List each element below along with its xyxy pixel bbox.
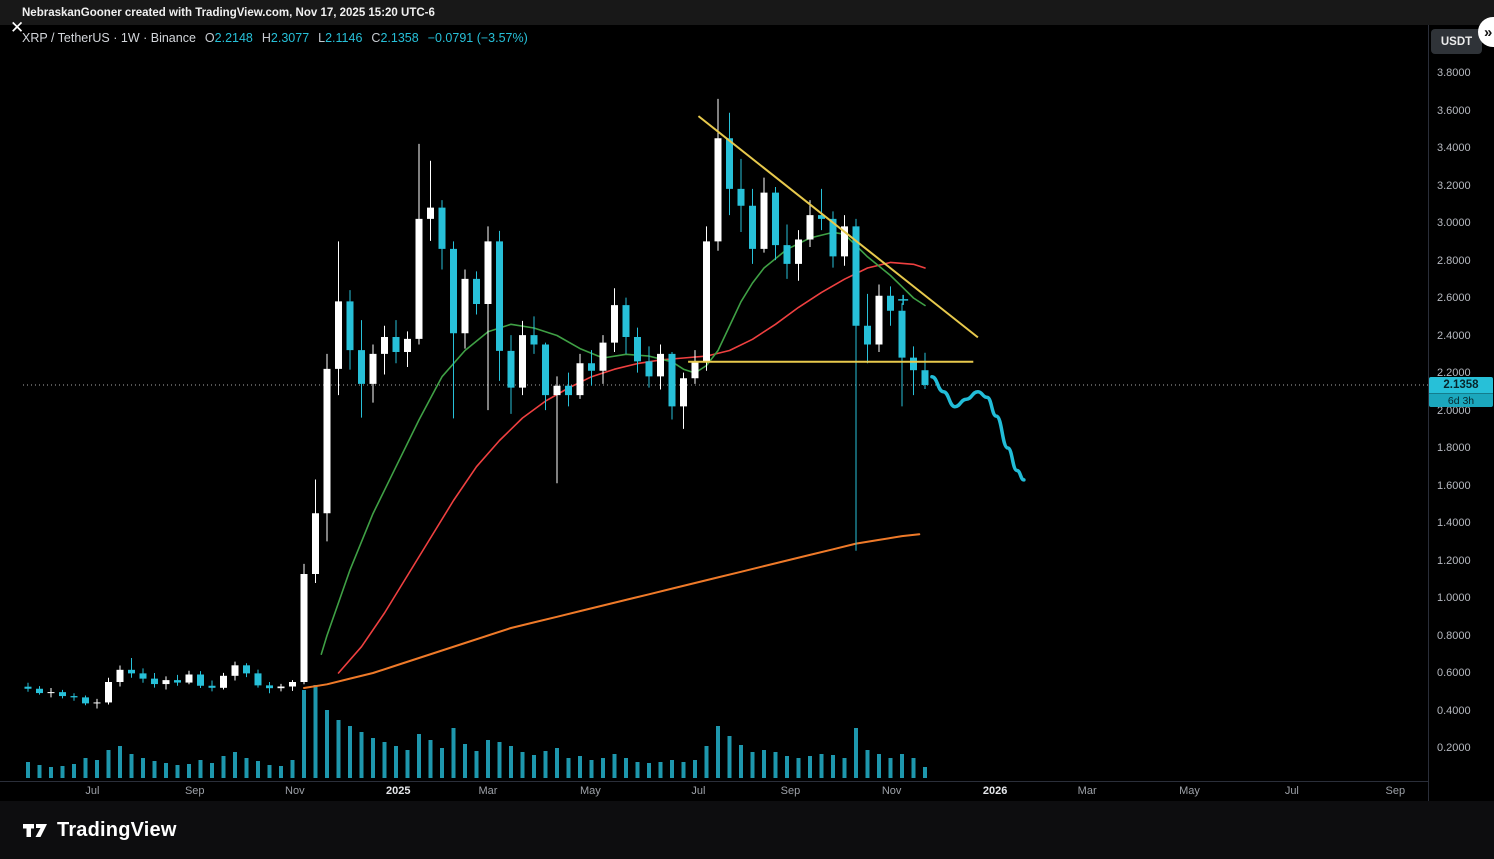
price-tick-label: 2.2000 xyxy=(1437,367,1471,379)
price-scale[interactable]: 3.8000 3.6000 3.4000 3.2000 3.0000 2.8000 2.60… xyxy=(1428,25,1494,801)
time-tick-label: Mar xyxy=(478,785,498,797)
attribution-text: NebraskanGooner created with TradingView… xyxy=(22,6,435,19)
chart-pane[interactable] xyxy=(0,25,1428,781)
tradingview-wordmark[interactable]: TradingView xyxy=(57,818,177,841)
price-tick-label: 2.6000 xyxy=(1437,292,1471,304)
price-tick-label: 3.4000 xyxy=(1437,142,1471,154)
price-tick-label: 0.8000 xyxy=(1437,629,1471,642)
price-tick-label: 1.8000 xyxy=(1437,442,1471,454)
price-tick-label: 1.2000 xyxy=(1437,554,1471,567)
ohlc-close: C2.1358 xyxy=(371,31,419,45)
close-icon[interactable]: ✕ xyxy=(10,18,25,37)
price-tick-label: 1.6000 xyxy=(1437,479,1471,492)
time-tick-label: Sep xyxy=(184,785,205,797)
price-tick-label: 3.2000 xyxy=(1437,179,1471,192)
time-tick-label: Mar xyxy=(1077,785,1097,797)
bar-countdown: 6d 3h xyxy=(1429,393,1493,408)
price-tick-label: 3.0000 xyxy=(1437,217,1471,229)
time-tick-label: 2026 xyxy=(982,785,1008,797)
time-tick-label: May xyxy=(579,785,601,797)
price-tick-label: 3.6000 xyxy=(1437,104,1471,117)
ohlc-low: L2.1146 xyxy=(318,31,363,45)
symbol-legend: XRP / TetherUS · 1W · Binance O2.2148 H2… xyxy=(22,31,528,45)
symbol-title[interactable]: XRP / TetherUS · 1W · Binance xyxy=(22,31,196,45)
price-tick-label: 0.6000 xyxy=(1437,667,1471,679)
price-change: −0.0791 (−3.57%) xyxy=(427,31,528,45)
attribution-bar: NebraskanGooner created with TradingView… xyxy=(0,0,1494,25)
currency-toggle-button[interactable]: USDT xyxy=(1431,29,1482,54)
tradingview-logo-icon[interactable] xyxy=(22,817,48,843)
time-tick-label: Jul xyxy=(1284,785,1299,797)
time-tick-label: Sep xyxy=(1385,785,1406,797)
last-price-label: 2.1358 6d 3h xyxy=(1429,377,1493,408)
price-tick-label: 1.4000 xyxy=(1437,517,1471,529)
price-tick-label: 1.0000 xyxy=(1437,592,1471,604)
chevrons-right-icon: » xyxy=(1484,23,1493,41)
last-price-value: 2.1358 xyxy=(1429,377,1493,394)
time-tick-label: Nov xyxy=(881,785,902,797)
ohlc-high: H2.3077 xyxy=(261,31,310,45)
price-tick-label: 0.4000 xyxy=(1437,704,1471,717)
expand-panel-icon[interactable]: » xyxy=(1478,17,1494,47)
price-tick-label: 0.2000 xyxy=(1437,742,1471,754)
price-tick-label: 2.0000 xyxy=(1437,404,1471,417)
price-tick-label: 2.4000 xyxy=(1437,329,1471,342)
price-tick-label: 3.8000 xyxy=(1437,67,1471,79)
price-tick-label: 2.8000 xyxy=(1437,254,1471,267)
time-tick-label: May xyxy=(1179,785,1200,797)
time-scale[interactable]: Jul Sep Nov 2025 Mar May Jul Sep Nov 2026 Mar May Ju… xyxy=(0,781,1428,801)
time-tick-label: Jul xyxy=(85,785,100,797)
time-tick-label: 2025 xyxy=(386,785,411,797)
time-tick-label: Nov xyxy=(285,785,305,797)
ohlc-open: O2.2148 xyxy=(204,31,253,45)
time-tick-label: Sep xyxy=(780,785,801,797)
time-tick-label: Jul xyxy=(691,785,706,797)
tradingview-footer: TradingView xyxy=(0,801,1494,859)
